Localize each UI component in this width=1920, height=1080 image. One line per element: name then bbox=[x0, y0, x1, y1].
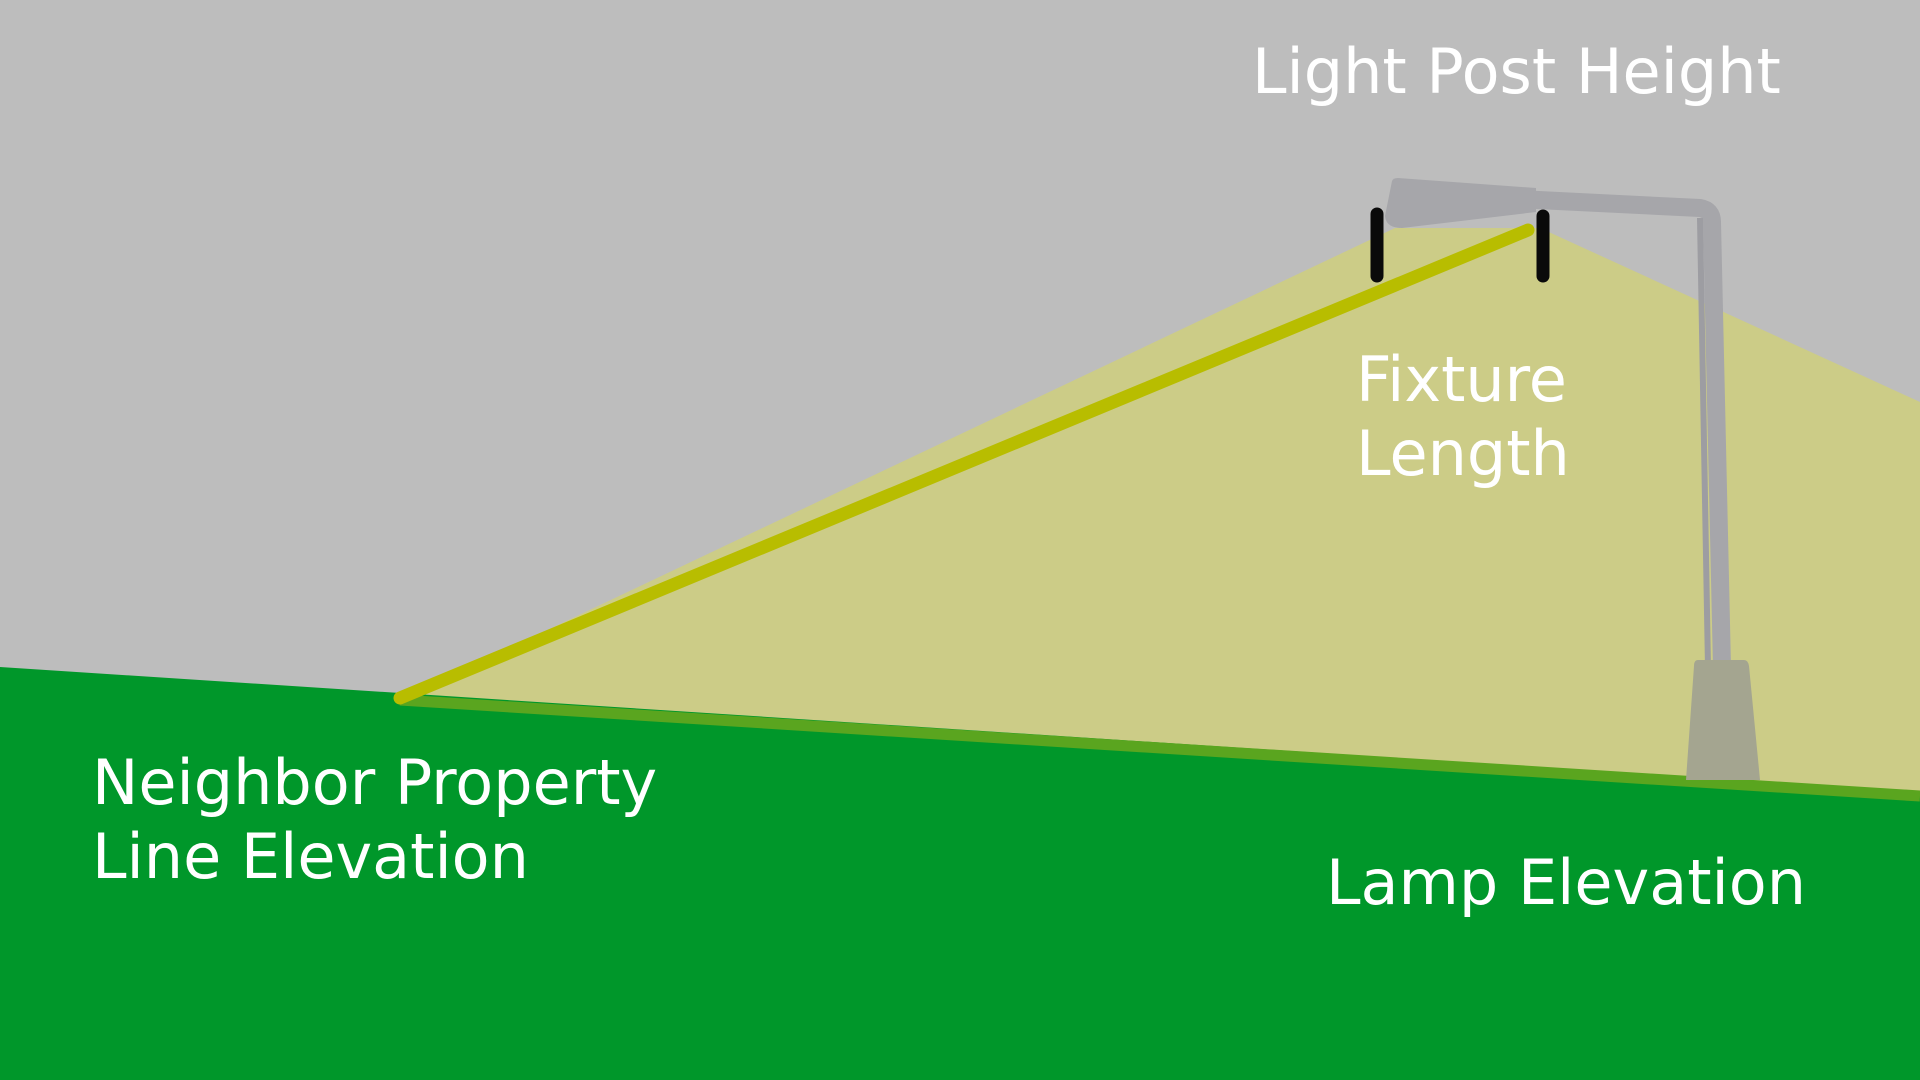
lamp-elevation-label: Lamp Elevation bbox=[1326, 846, 1806, 919]
neighbor-property-line-elevation-label: Neighbor Property Line Elevation bbox=[92, 746, 657, 894]
neighbor-label-line-1: Neighbor Property bbox=[92, 746, 658, 819]
fixture-length-label-line-2: Length bbox=[1356, 417, 1570, 490]
fixture-length-label: Fixture Length bbox=[1356, 343, 1570, 491]
light-fixture bbox=[1385, 178, 1536, 228]
light-post-height-label: Light Post Height bbox=[1252, 35, 1781, 108]
light-cone bbox=[400, 228, 1920, 792]
neighbor-label-line-2: Line Elevation bbox=[92, 820, 529, 893]
light-pole bbox=[1395, 184, 1731, 669]
fixture-length-label-line-1: Fixture bbox=[1356, 343, 1567, 416]
ground-edge-lit bbox=[399, 694, 1920, 802]
light-pole-base bbox=[1686, 660, 1760, 780]
light-pole-shadow-edge bbox=[1697, 217, 1711, 669]
light-ray bbox=[393, 223, 1535, 705]
